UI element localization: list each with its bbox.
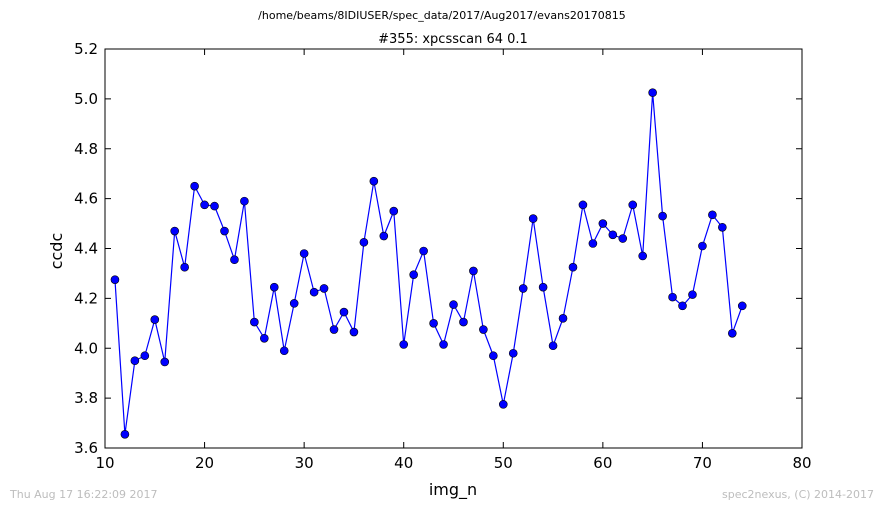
data-point [688, 290, 697, 299]
data-point [260, 333, 269, 343]
data-point [299, 249, 309, 258]
x-tick-label: 10 [95, 454, 114, 472]
data-point [698, 241, 707, 251]
chart-title: #355: xpcsscan 64 0.1 [378, 32, 528, 47]
data-point [240, 196, 249, 206]
y-tick-label: 5.0 [74, 90, 98, 108]
y-tick-label: 3.6 [74, 439, 98, 457]
data-point [419, 246, 428, 256]
data-point [588, 239, 598, 248]
data-point [170, 226, 179, 236]
data-point [269, 282, 279, 292]
data-point [638, 251, 647, 261]
data-point [220, 226, 229, 236]
x-tick-label: 30 [295, 454, 314, 472]
data-point [678, 301, 687, 311]
data-point [668, 292, 677, 302]
data-point [439, 340, 448, 349]
data-point [598, 219, 608, 228]
data-point [150, 315, 160, 324]
y-tick-label: 4.2 [74, 289, 98, 307]
data-point [429, 319, 438, 328]
data-point [160, 357, 170, 367]
data-point [120, 429, 130, 439]
data-point [279, 346, 289, 356]
data-point [389, 206, 399, 216]
x-tick-label: 70 [693, 454, 712, 472]
data-point [518, 284, 528, 293]
data-point [339, 307, 349, 317]
data-point [608, 230, 618, 240]
data-point [479, 325, 488, 334]
data-point [110, 275, 120, 284]
data-point [449, 300, 458, 309]
x-tick-label: 80 [792, 454, 811, 472]
data-point [319, 284, 329, 293]
data-point [568, 262, 578, 272]
data-point [708, 210, 717, 220]
series-line [114, 92, 743, 435]
y-tick-label: 4.6 [74, 190, 98, 208]
x-axis-label: img_n [429, 480, 477, 500]
data-point [489, 351, 498, 361]
data-point [230, 255, 239, 265]
data-point [250, 317, 259, 327]
data-point [180, 262, 189, 272]
data-point [349, 327, 359, 337]
data-point [648, 88, 657, 97]
data-point [628, 200, 638, 210]
data-point [379, 231, 389, 241]
data-point [369, 176, 379, 186]
x-tick-label: 60 [593, 454, 612, 472]
data-point [140, 351, 150, 361]
data-point [658, 211, 667, 221]
data-point [538, 282, 548, 292]
data-point [309, 287, 319, 297]
data-point [289, 299, 299, 308]
footer-timestamp: Thu Aug 17 16:22:09 2017 [9, 488, 158, 501]
data-point [718, 223, 727, 232]
data-point [459, 317, 468, 327]
y-tick-label: 4.8 [74, 140, 98, 158]
data-point [528, 214, 538, 223]
data-point [200, 200, 209, 210]
file-path-title: /home/beams/8IDIUSER/spec_data/2017/Aug2… [258, 9, 626, 22]
y-axis-ticks: 3.6 3.8 4.0 4.2 4.4 4.6 4.8 5.0 5.2 [74, 40, 802, 457]
x-tick-label: 40 [394, 454, 413, 472]
data-point [558, 314, 568, 323]
data-point [469, 266, 478, 276]
x-axis-ticks: 10 20 30 40 50 60 70 80 [95, 49, 812, 472]
data-point [409, 270, 418, 279]
plot-frame [104, 48, 803, 449]
data-point [498, 400, 508, 409]
x-tick-label: 20 [195, 454, 214, 472]
data-points [110, 88, 747, 439]
data-point [329, 325, 339, 334]
data-point [210, 201, 219, 211]
y-tick-label: 4.4 [74, 240, 98, 258]
footer-credit: spec2nexus, (C) 2014-2017 [722, 488, 874, 501]
data-point [359, 237, 369, 247]
data-point [727, 328, 737, 338]
x-tick-label: 50 [494, 454, 513, 472]
data-point [737, 301, 747, 311]
y-axis-label: ccdc [47, 233, 66, 270]
data-point [130, 356, 140, 366]
y-tick-label: 5.2 [74, 40, 98, 58]
data-point [508, 348, 518, 358]
data-point [548, 341, 558, 351]
data-point [578, 200, 588, 210]
data-point [190, 181, 199, 191]
y-tick-label: 4.0 [74, 339, 98, 357]
y-tick-label: 3.8 [74, 389, 98, 407]
data-point [399, 340, 409, 349]
data-point [618, 234, 628, 243]
